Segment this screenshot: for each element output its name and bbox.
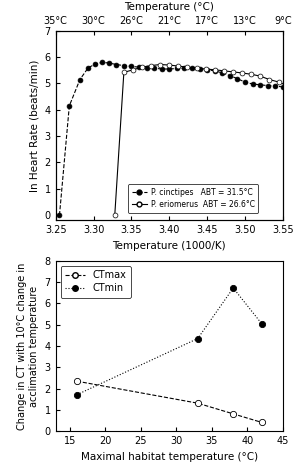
Legend: CTmax, CTmin: CTmax, CTmin <box>61 265 131 298</box>
Y-axis label: Change in CT with 10°C change in
acclimation temperature: Change in CT with 10°C change in acclima… <box>17 262 39 430</box>
Legend: P. cinctipes   ABT = 31.5°C, P. eriomerus  ABT = 26.6°C: P. cinctipes ABT = 31.5°C, P. eriomerus … <box>128 184 259 213</box>
X-axis label: Temperature (°C): Temperature (°C) <box>124 2 214 12</box>
Y-axis label: ln Heart Rate (beats/min): ln Heart Rate (beats/min) <box>29 59 39 192</box>
X-axis label: Temperature (1000/K): Temperature (1000/K) <box>113 241 226 251</box>
X-axis label: Maximal habitat temperature (°C): Maximal habitat temperature (°C) <box>81 452 258 462</box>
